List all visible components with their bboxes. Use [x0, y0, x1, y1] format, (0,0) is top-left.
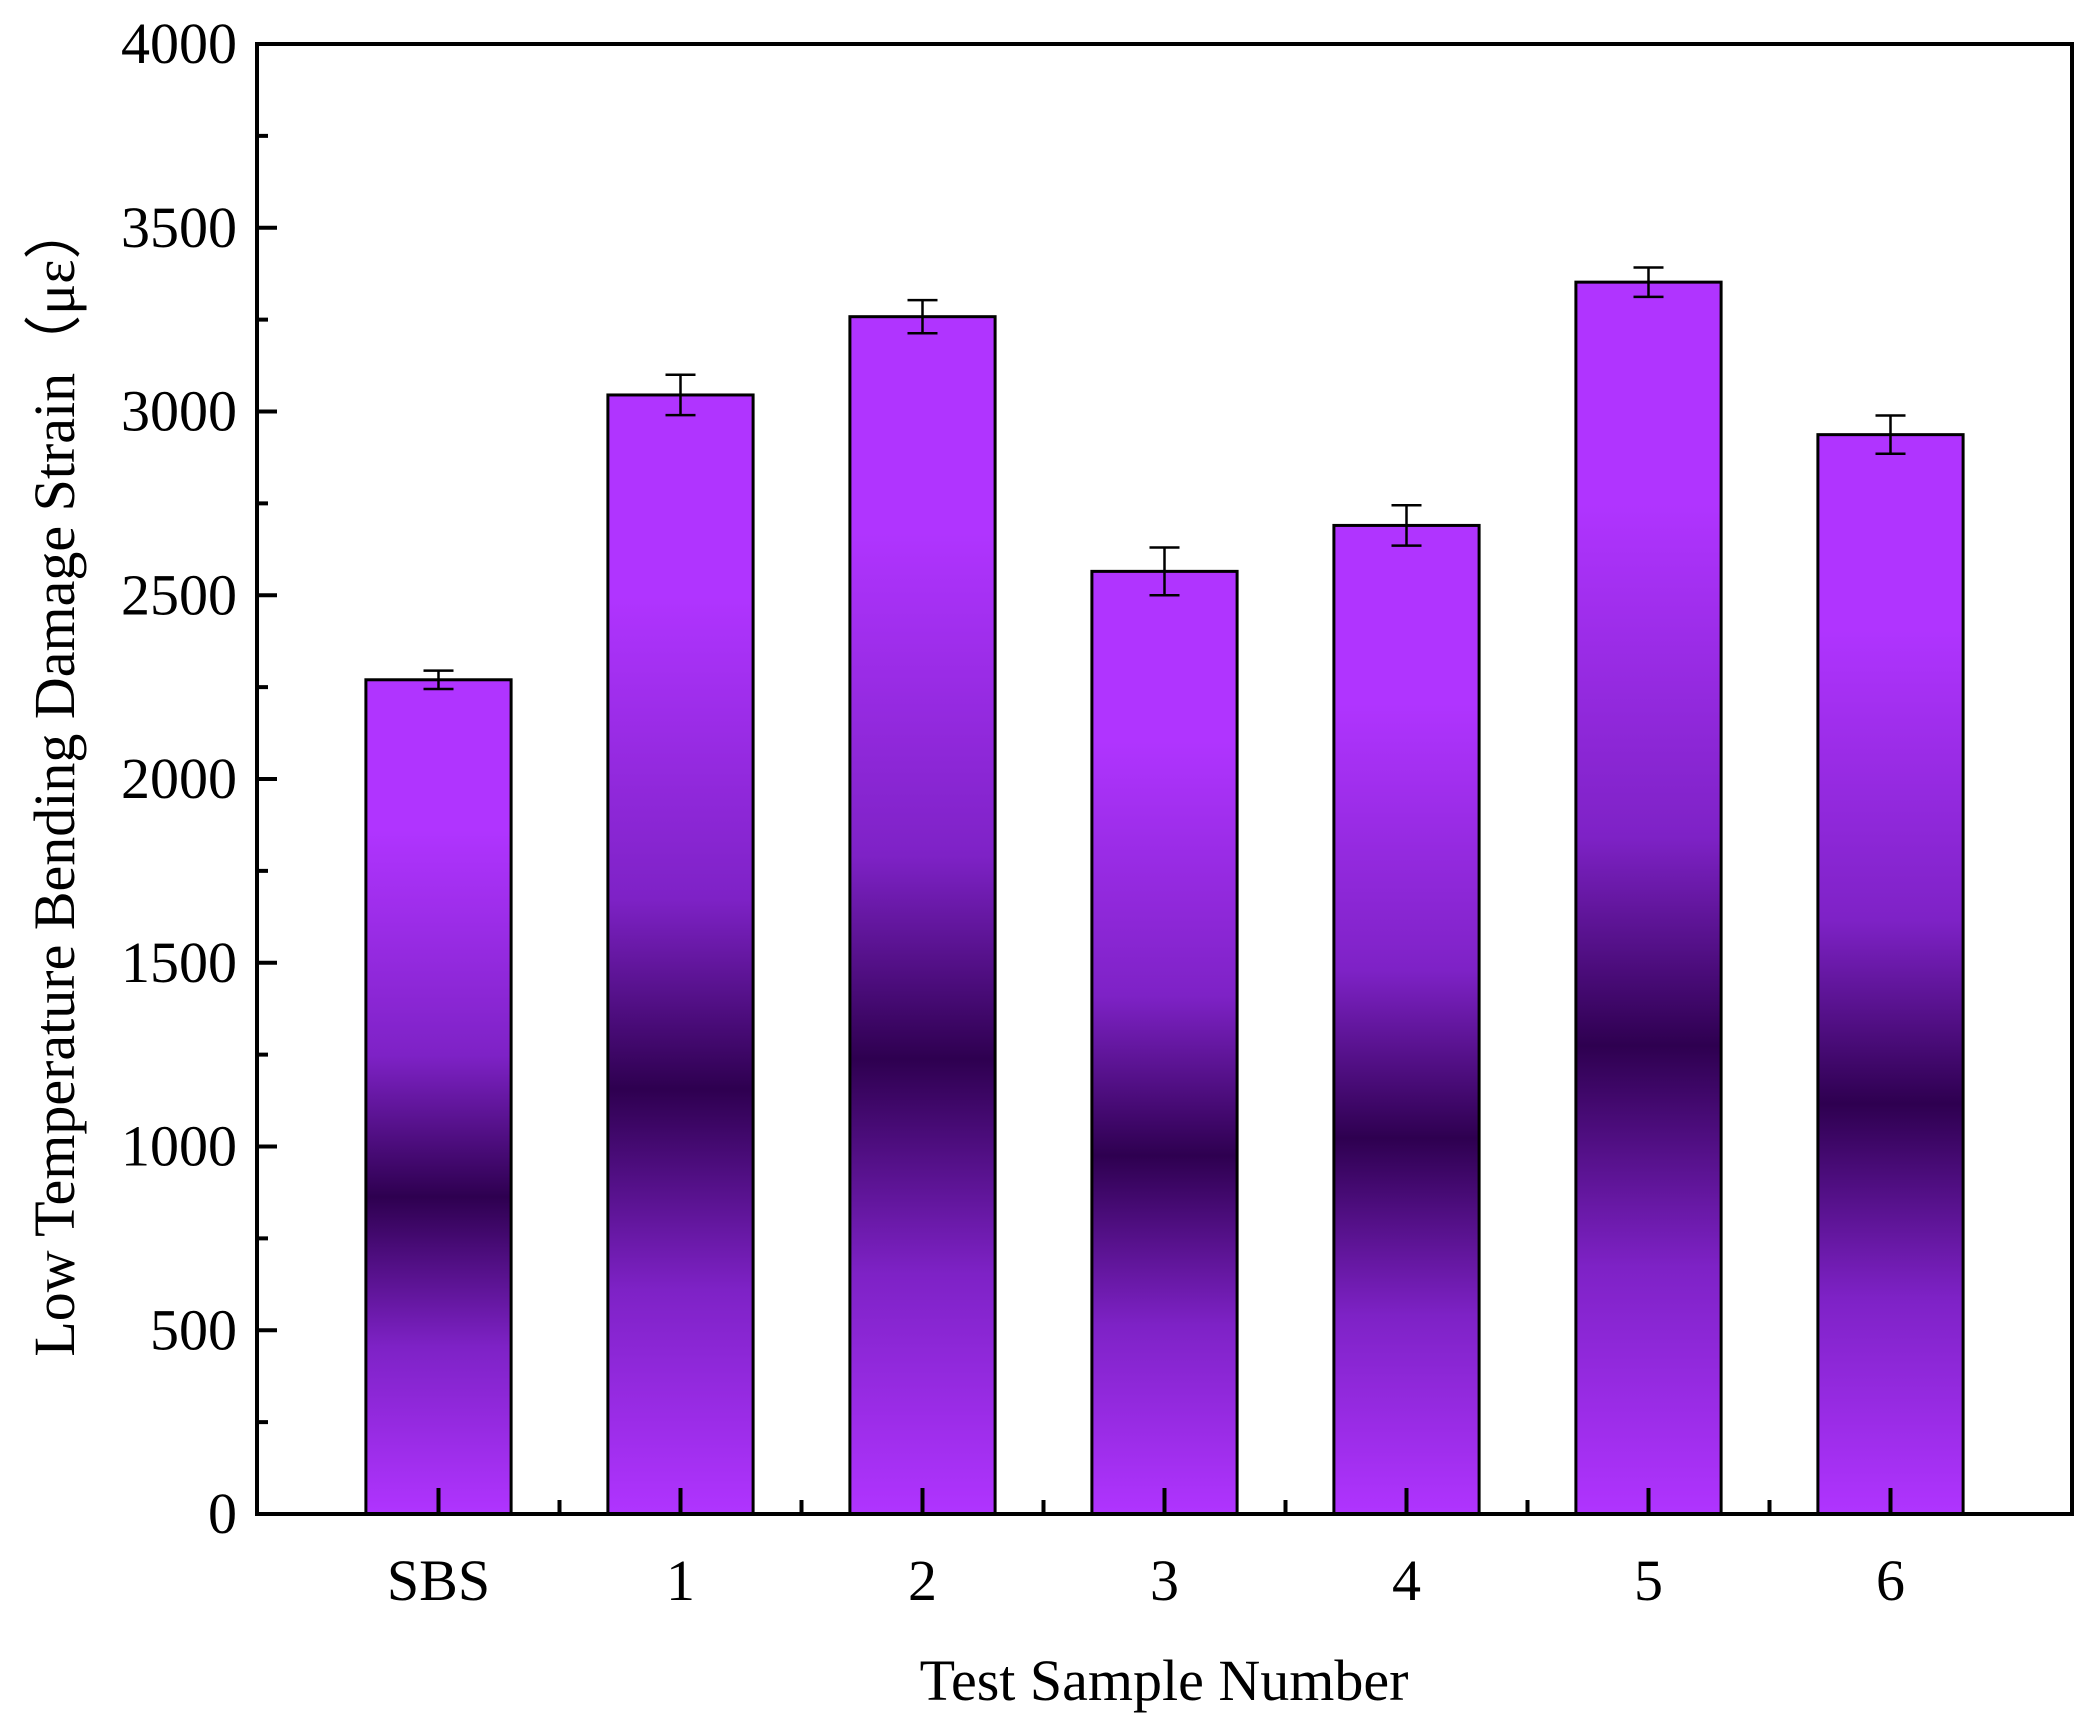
x-tick-label: 4	[1392, 1548, 1421, 1613]
x-tick-label: 2	[908, 1548, 937, 1613]
error-bar-1	[665, 373, 696, 417]
x-axis: SBS 1 2 3 4 5 6	[387, 1488, 1905, 1613]
error-bar-6	[1875, 414, 1906, 456]
bar-4	[1332, 523, 1481, 1516]
error-bar-3	[1149, 546, 1180, 597]
bars-layer	[364, 280, 1965, 1516]
bar-5	[1574, 280, 1723, 1516]
bar-3	[1090, 569, 1239, 1516]
x-axis-title: Test Sample Number	[920, 1648, 1409, 1713]
x-tick-label: 3	[1150, 1548, 1179, 1613]
x-tick-label: 1	[666, 1548, 695, 1613]
x-tick-label: 5	[1634, 1548, 1663, 1613]
y-tick-label: 2500	[121, 562, 237, 627]
y-axis-title: Low Temperature Bending Damage Strain（με…	[22, 201, 87, 1356]
error-bars-layer	[423, 266, 1906, 691]
y-axis: 0 500 1000 1500 2000 2500 3000 3500 4000	[121, 11, 277, 1546]
bar-2	[848, 315, 997, 1516]
error-bar-5	[1633, 266, 1664, 299]
bar-6	[1816, 433, 1965, 1516]
error-bar-4	[1391, 503, 1422, 547]
y-tick-label: 1500	[121, 930, 237, 995]
y-tick-label: 4000	[121, 11, 237, 76]
error-bar-SBS	[423, 669, 454, 691]
y-tick-label: 3500	[121, 195, 237, 260]
x-tick-label: 6	[1876, 1548, 1905, 1613]
y-tick-label: 3000	[121, 379, 237, 444]
x-tick-label: SBS	[387, 1548, 490, 1613]
y-tick-label: 2000	[121, 746, 237, 811]
y-tick-label: 500	[150, 1297, 237, 1362]
error-bar-2	[907, 298, 938, 335]
y-tick-label: 0	[208, 1481, 237, 1546]
bar-1	[606, 393, 755, 1516]
bar-SBS	[364, 678, 513, 1516]
y-tick-label: 1000	[121, 1114, 237, 1179]
